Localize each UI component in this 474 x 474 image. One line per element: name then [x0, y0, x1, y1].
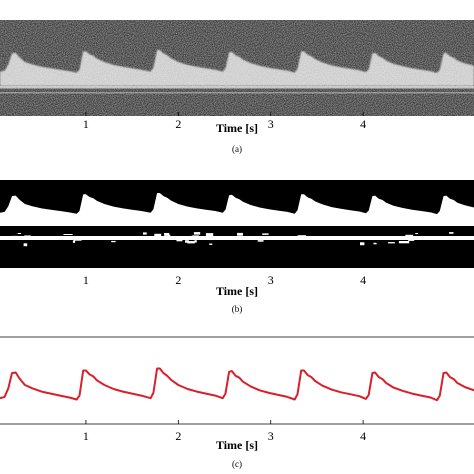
panel-c-xlabel: Time [s]	[216, 438, 258, 452]
mask-speck	[150, 237, 162, 240]
mask-speck	[167, 234, 171, 237]
x-tick-label: 2	[175, 429, 181, 443]
panel-c-x-ticks: 1 2 3 4	[83, 420, 366, 443]
panel-a-xlabel: Time [s]	[216, 121, 258, 135]
panel-a-speckle	[0, 20, 474, 116]
x-tick-label: 1	[83, 117, 89, 131]
x-tick-label: 4	[360, 117, 366, 131]
mask-speck	[405, 234, 414, 238]
mask-speck	[257, 240, 264, 242]
panel-c-series-line	[0, 367, 474, 402]
mask-speck	[154, 233, 162, 237]
mask-speck	[205, 233, 214, 237]
panel-b-vessel-mask	[0, 193, 474, 226]
x-tick-label: 2	[175, 273, 181, 287]
mask-speck	[360, 242, 365, 246]
mask-speck	[209, 243, 213, 245]
mask-speck	[463, 237, 468, 239]
mask-speck	[35, 238, 44, 240]
mask-speck	[187, 241, 195, 244]
mask-speck	[297, 235, 307, 237]
mask-speck	[73, 238, 82, 241]
mask-speck	[194, 240, 197, 243]
mask-speck	[24, 235, 31, 238]
mask-speck	[373, 242, 377, 245]
mask-speck	[40, 236, 48, 238]
panel-b-mask-specks	[11, 232, 468, 247]
mask-speck	[17, 233, 22, 234]
panel-c: 1 2 3 4 Time [s] (c)	[0, 336, 474, 469]
mask-speck	[398, 241, 410, 244]
panel-b-x-ticks: 1 2 3 4	[83, 264, 366, 287]
panel-a-caption: (a)	[232, 144, 242, 154]
mask-speck	[143, 232, 147, 235]
panel-a: 1 2 3 4 Time [s] (a)	[0, 20, 474, 154]
mask-speck	[193, 232, 201, 235]
mask-speck	[392, 237, 399, 240]
mask-speck	[449, 232, 454, 234]
mask-speck	[191, 235, 199, 238]
mask-speck	[345, 236, 352, 239]
mask-speck	[111, 240, 116, 243]
mask-speck	[176, 238, 183, 242]
mask-speck	[63, 234, 73, 235]
mask-speck	[72, 240, 76, 243]
x-tick-label: 3	[268, 429, 274, 443]
mask-speck	[415, 237, 420, 240]
mask-speck	[164, 233, 170, 236]
panel-b: 1 2 3 4 Time [s] (b)	[0, 180, 474, 314]
mask-speck	[415, 233, 418, 235]
x-tick-label: 4	[360, 429, 366, 443]
mask-speck	[11, 235, 19, 238]
x-tick-label: 4	[360, 273, 366, 287]
panel-b-caption: (b)	[232, 304, 243, 314]
panel-b-wall-mask	[0, 236, 474, 240]
mask-speck	[388, 242, 395, 244]
mask-speck	[408, 239, 415, 241]
x-tick-label: 1	[83, 273, 89, 287]
mask-speck	[23, 243, 28, 247]
panel-a-x-ticks: 1 2 3 4	[83, 112, 366, 131]
panel-c-caption: (c)	[232, 459, 242, 469]
x-tick-label: 3	[268, 273, 274, 287]
x-tick-label: 3	[268, 117, 274, 131]
mask-speck	[105, 237, 109, 239]
mask-speck	[262, 233, 269, 235]
x-tick-label: 1	[83, 429, 89, 443]
mask-speck	[185, 240, 189, 243]
mask-speck	[237, 232, 243, 236]
panel-b-xlabel: Time [s]	[216, 284, 258, 298]
x-tick-label: 2	[175, 117, 181, 131]
